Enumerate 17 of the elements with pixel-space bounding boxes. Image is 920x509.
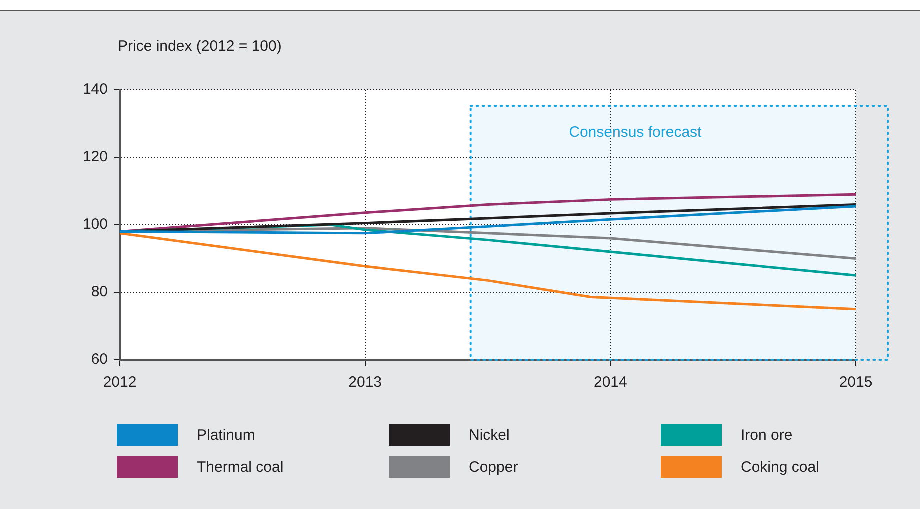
y-tick-label: 120 (82, 148, 108, 166)
x-tick-label: 2013 (348, 374, 382, 392)
x-tick-label: 2015 (839, 374, 873, 392)
y-tick-label: 100 (82, 216, 108, 234)
legend-label: Thermal coal (197, 458, 284, 476)
legend-label: Nickel (469, 426, 510, 444)
legend-label: Platinum (197, 426, 256, 444)
legend-label: Coking coal (741, 458, 820, 476)
legend-label: Iron ore (741, 426, 793, 444)
x-tick-label: 2014 (594, 374, 628, 392)
y-tick-label: 140 (82, 81, 108, 98)
y-tick-label: 80 (91, 284, 108, 301)
x-tick-label: 2012 (103, 374, 137, 392)
band-label: Consensus forecast (569, 124, 703, 142)
legend-label: Copper (469, 458, 518, 476)
y-tick-label: 60 (91, 351, 108, 368)
y-axis-title: Price index (2012 = 100) (118, 38, 282, 55)
